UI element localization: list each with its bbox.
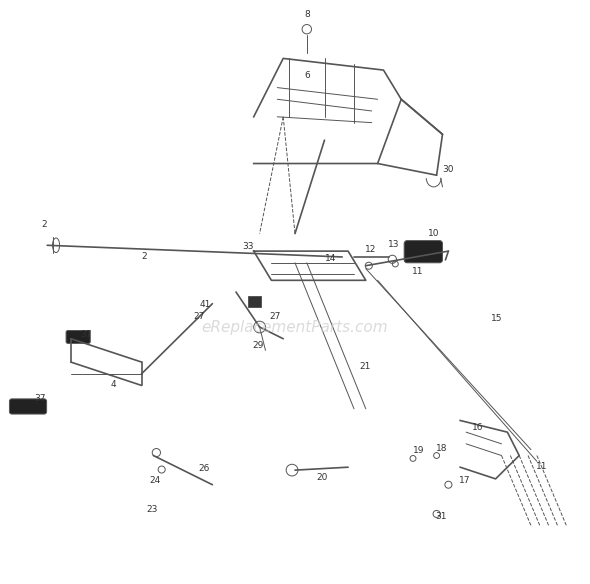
FancyBboxPatch shape	[9, 399, 47, 414]
FancyBboxPatch shape	[66, 331, 90, 343]
Text: 37: 37	[34, 394, 46, 403]
Text: 8: 8	[304, 10, 310, 19]
Text: 37: 37	[80, 329, 91, 339]
Text: 23: 23	[146, 505, 158, 514]
Text: 11: 11	[412, 267, 424, 276]
Text: 31: 31	[435, 512, 447, 522]
Text: 14: 14	[324, 253, 336, 263]
Text: 27: 27	[269, 312, 281, 321]
Text: 24: 24	[149, 475, 160, 485]
Text: 30: 30	[442, 165, 454, 174]
FancyBboxPatch shape	[248, 296, 261, 307]
Text: 26: 26	[198, 464, 209, 473]
Text: 10: 10	[428, 229, 440, 238]
Text: 16: 16	[472, 423, 484, 432]
Text: 41: 41	[199, 300, 211, 310]
Text: eReplacementParts.com: eReplacementParts.com	[202, 319, 388, 335]
Text: 21: 21	[359, 362, 371, 371]
Text: 2: 2	[142, 252, 148, 262]
Text: 6: 6	[304, 71, 310, 81]
Text: 18: 18	[435, 444, 447, 453]
Text: 4: 4	[110, 380, 116, 389]
Text: 27: 27	[194, 312, 205, 321]
Text: 2: 2	[41, 220, 47, 230]
Text: 29: 29	[253, 341, 264, 350]
Text: 15: 15	[491, 314, 503, 323]
Text: 11: 11	[536, 461, 548, 471]
FancyBboxPatch shape	[404, 241, 442, 263]
Text: 20: 20	[316, 473, 327, 482]
Text: 12: 12	[365, 245, 376, 255]
Text: 13: 13	[388, 239, 400, 249]
Text: 33: 33	[242, 242, 254, 251]
Text: 19: 19	[413, 446, 425, 456]
Text: 17: 17	[459, 475, 471, 485]
